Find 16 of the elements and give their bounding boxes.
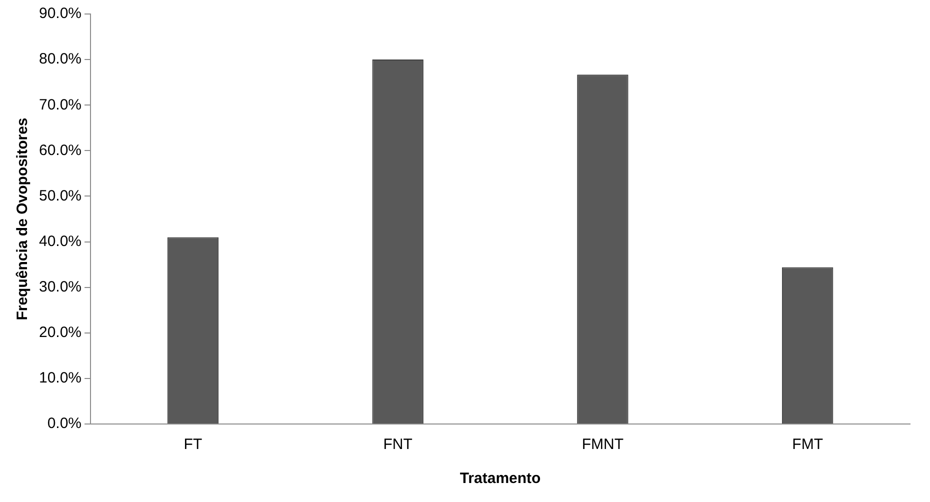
y-tick-label: 60.0%: [38, 142, 82, 159]
x-tick-label: FMT: [792, 436, 823, 454]
y-tick-label: 30.0%: [38, 278, 82, 296]
y-tick-label: 0.0%: [47, 415, 82, 432]
y-tick-label: 80.0%: [38, 50, 82, 68]
y-axis-title: Frequência de Ovopositores: [14, 118, 32, 320]
x-tick-label: FNT: [383, 436, 412, 454]
x-tick-label: FMNT: [582, 436, 624, 454]
y-tick-label: 70.0%: [38, 96, 82, 114]
y-tick-label: 90.0%: [38, 5, 82, 22]
y-tick-label: 50.0%: [38, 187, 82, 204]
y-tick-label: 40.0%: [38, 232, 82, 250]
y-tick-label: 10.0%: [38, 370, 82, 387]
y-tick-label: 20.0%: [38, 324, 82, 342]
x-tick-label: FT: [184, 436, 202, 454]
x-axis-title: Tratamento: [460, 470, 541, 488]
